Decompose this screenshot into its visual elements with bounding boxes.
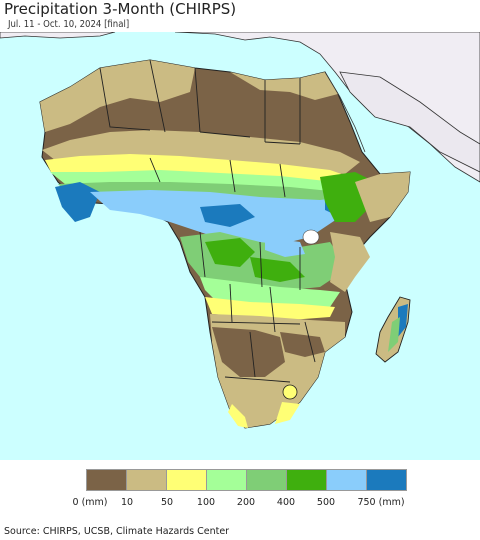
- lake-victoria: [302, 229, 320, 245]
- legend-swatch-4: [246, 469, 287, 491]
- legend-swatch-0: [86, 469, 127, 491]
- precipitation-legend: 0 (mm) 10 50 100 200 400 500 750 (mm): [0, 460, 480, 520]
- map-title: Precipitation 3-Month (CHIRPS): [4, 0, 237, 18]
- legend-tick-5: 400: [276, 497, 296, 508]
- country-borders: [99, 59, 316, 383]
- legend-tick-7: 750 (mm): [357, 497, 405, 508]
- legend-tick-3: 100: [196, 497, 216, 508]
- legend-swatch-5: [286, 469, 327, 491]
- legend-tick-4: 200: [236, 497, 256, 508]
- legend-swatch-7: [366, 469, 407, 491]
- legend-tick-1: 10: [120, 497, 134, 508]
- legend-swatch-1: [126, 469, 167, 491]
- legend-tick-0: 0 (mm): [72, 497, 108, 508]
- precipitation-map: [0, 32, 480, 460]
- legend-swatch-2: [166, 469, 207, 491]
- africa-landmass: [39, 59, 411, 429]
- legend-swatch-6: [326, 469, 367, 491]
- legend-swatch-3: [206, 469, 247, 491]
- legend-tick-6: 500: [316, 497, 336, 508]
- source-credit: Source: CHIRPS, UCSB, Climate Hazards Ce…: [4, 526, 230, 537]
- legend-tick-2: 50: [160, 497, 174, 508]
- no-data-land: [0, 32, 480, 183]
- map-subtitle: Jul. 11 - Oct. 10, 2024 [final]: [8, 19, 130, 30]
